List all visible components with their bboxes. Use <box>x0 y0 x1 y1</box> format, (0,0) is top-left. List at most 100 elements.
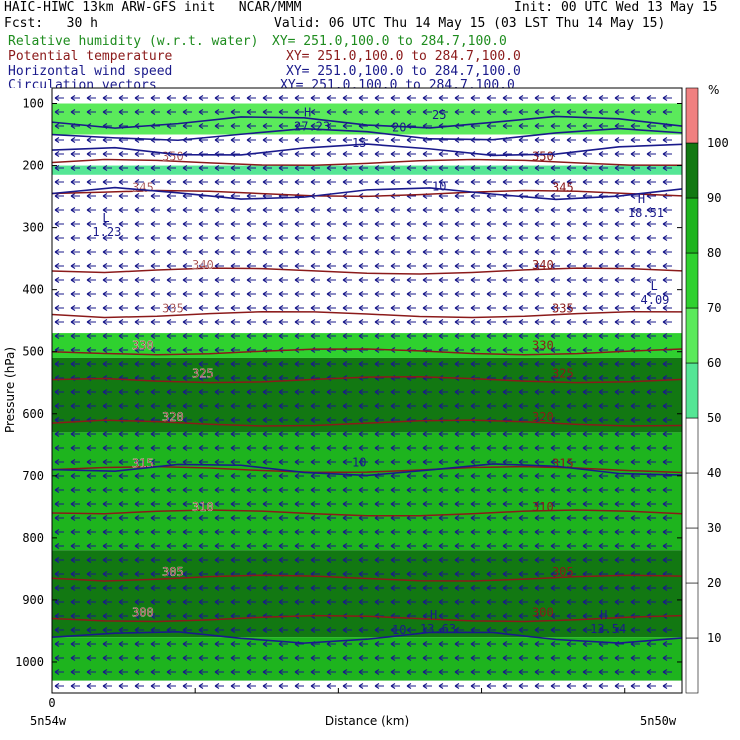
vector-arrow-459 <box>534 249 544 255</box>
vector-arrow-556 <box>214 291 224 297</box>
vector-arrow-1630 <box>550 669 560 675</box>
vector-arrow-1260 <box>246 543 256 549</box>
vector-arrow-426 <box>630 235 640 241</box>
vector-arrow-1149 <box>342 501 352 507</box>
vector-arrow-543 <box>630 277 640 283</box>
vector-arrow-16 <box>310 95 320 101</box>
vector-arrow-1300 <box>262 557 272 563</box>
vector-arrow-747 <box>150 361 160 367</box>
field-label-vectors: Circulation vectors <box>8 78 157 88</box>
colorbar-swatch-3 <box>685 472 699 529</box>
vector-arrow-999 <box>438 445 448 451</box>
vector-arrow-1666 <box>502 683 512 689</box>
vector-arrow-437 <box>182 249 192 255</box>
vector-arrow-760 <box>358 361 368 367</box>
vector-arrow-1618 <box>358 669 368 675</box>
vector-arrow-905 <box>182 417 192 423</box>
vector-arrow-878 <box>374 403 384 409</box>
vector-arrow-1202 <box>566 515 576 521</box>
vector-arrow-262 <box>502 179 512 185</box>
vector-arrow-916 <box>358 417 368 423</box>
vector-arrow-1271 <box>422 543 432 549</box>
vector-arrow-1348 <box>406 571 416 577</box>
vector-arrow-89 <box>230 123 240 129</box>
vector-arrow-216 <box>390 165 400 171</box>
vector-arrow-153 <box>630 137 640 143</box>
vector-arrow-1520 <box>662 627 672 633</box>
vector-arrow-317 <box>134 207 144 213</box>
vector-arrow-1374 <box>198 585 208 591</box>
vector-arrow-1104 <box>246 487 256 493</box>
vector-arrow-890 <box>566 403 576 409</box>
vector-arrow-687 <box>438 333 448 339</box>
vector-arrow-591 <box>150 305 160 311</box>
vector-arrow-1373 <box>182 585 192 591</box>
vector-arrow-1485 <box>102 627 112 633</box>
vector-arrow-1144 <box>262 501 272 507</box>
vector-arrow-1199 <box>518 515 528 521</box>
vector-arrow-1017 <box>102 459 112 465</box>
vector-arrow-1279 <box>550 543 560 549</box>
vector-arrow-546 <box>54 291 64 297</box>
vector-arrow-247 <box>262 179 272 185</box>
vector-arrow-487 <box>358 263 368 269</box>
vector-arrow-1330 <box>118 571 128 577</box>
vector-arrow-17 <box>326 95 336 101</box>
vector-arrow-1231 <box>406 529 416 535</box>
vector-arrow-1126 <box>598 487 608 493</box>
vector-arrow-1523 <box>86 641 96 647</box>
vector-arrow-130 <box>262 137 272 143</box>
vector-arrow-1334 <box>182 571 192 577</box>
vector-arrow-1646 <box>182 683 192 689</box>
vector-arrow-1430 <box>470 599 480 605</box>
vector-arrow-605 <box>374 305 384 311</box>
y-tick-label-900: 900 <box>22 593 44 607</box>
vector-arrow-864 <box>150 403 160 409</box>
vector-arrow-1314 <box>486 557 496 563</box>
vector-arrow-1217 <box>182 529 192 535</box>
vector-arrow-568 <box>406 291 416 297</box>
vector-arrow-620 <box>614 305 624 311</box>
vector-arrow-623 <box>662 305 672 311</box>
speed-label-0: 10 <box>352 456 366 470</box>
vector-arrow-589 <box>118 305 128 311</box>
vector-arrow-1494 <box>246 627 256 633</box>
vector-arrow-506 <box>662 263 672 269</box>
vector-arrow-1273 <box>454 543 464 549</box>
vector-arrow-1642 <box>118 683 128 689</box>
vector-arrow-47 <box>182 109 192 115</box>
theta-contour-300 <box>51 614 683 623</box>
vector-arrow-647 <box>422 319 432 325</box>
vector-arrow-1473 <box>534 613 544 619</box>
vector-arrow-1179 <box>198 515 208 521</box>
vector-arrow-22 <box>406 95 416 101</box>
vector-arrow-835 <box>310 389 320 395</box>
x-tick-label-0: 0 <box>48 696 55 710</box>
vector-arrow-511 <box>118 277 128 283</box>
y-tick-label-400: 400 <box>22 283 44 297</box>
vector-arrow-1439 <box>614 599 624 605</box>
vector-arrow-253 <box>358 179 368 185</box>
vector-arrow-1367 <box>86 585 96 591</box>
vector-arrow-1534 <box>262 641 272 647</box>
vector-arrow-1669 <box>550 683 560 689</box>
theta-contour-320 <box>51 419 683 427</box>
vector-arrow-1148 <box>326 501 336 507</box>
vector-arrow-259 <box>454 179 464 185</box>
vector-arrow-1546 <box>454 641 464 647</box>
vector-arrow-514 <box>166 277 176 283</box>
vector-arrow-1349 <box>422 571 432 577</box>
vector-arrow-439 <box>214 249 224 255</box>
vector-arrow-423 <box>582 235 592 241</box>
field-coords-wind: XY= 251.0,100.0 to 284.7,100.0 <box>286 64 521 79</box>
vector-arrow-751 <box>214 361 224 367</box>
vector-arrow-708 <box>150 347 160 353</box>
vector-arrow-49 <box>214 109 224 115</box>
vector-arrow-445 <box>310 249 320 255</box>
vector-arrow-442 <box>262 249 272 255</box>
vector-arrow-456 <box>486 249 496 255</box>
vector-arrow-643 <box>358 319 368 325</box>
vector-arrow-674 <box>230 333 240 339</box>
vector-arrow-1299 <box>246 557 256 563</box>
colorbar-swatch-10 <box>685 87 699 144</box>
